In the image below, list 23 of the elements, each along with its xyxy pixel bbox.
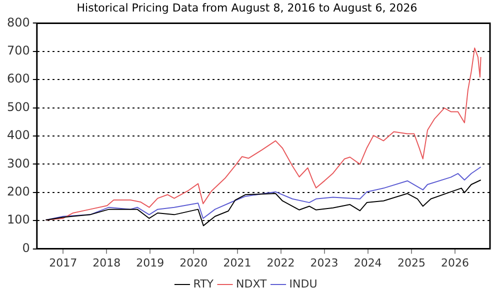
x-tick-label: 2020 [180, 256, 208, 270]
x-tick-label: 2017 [49, 256, 78, 270]
x-tick-label: 2019 [136, 256, 164, 270]
y-tick-label: 700 [7, 44, 30, 58]
x-tick-label: 2021 [223, 256, 252, 270]
x-tick-label: 2018 [92, 256, 121, 270]
y-tick-label: 0 [22, 240, 30, 255]
legend-label: RTY [193, 277, 214, 290]
y-tick-label: 200 [7, 184, 30, 199]
chart-title: Historical Pricing Data from August 8, 2016 to August 6, 2026 [76, 1, 418, 14]
x-tick-label: 2022 [266, 256, 295, 270]
legend-label: NDXT [236, 277, 268, 290]
legend-label: INDU [289, 277, 318, 290]
x-tick-label: 2026 [440, 256, 469, 270]
x-tick-label: 2024 [354, 256, 382, 270]
y-tick-label: 600 [7, 72, 30, 86]
y-tick-label: 100 [7, 212, 30, 227]
y-tick-label: 300 [7, 156, 30, 170]
x-tick-label: 2023 [310, 256, 338, 270]
y-tick-label: 800 [7, 15, 30, 30]
y-tick-label: 400 [7, 128, 30, 142]
x-tick-label: 2025 [397, 256, 426, 270]
y-tick-label: 500 [7, 100, 30, 114]
